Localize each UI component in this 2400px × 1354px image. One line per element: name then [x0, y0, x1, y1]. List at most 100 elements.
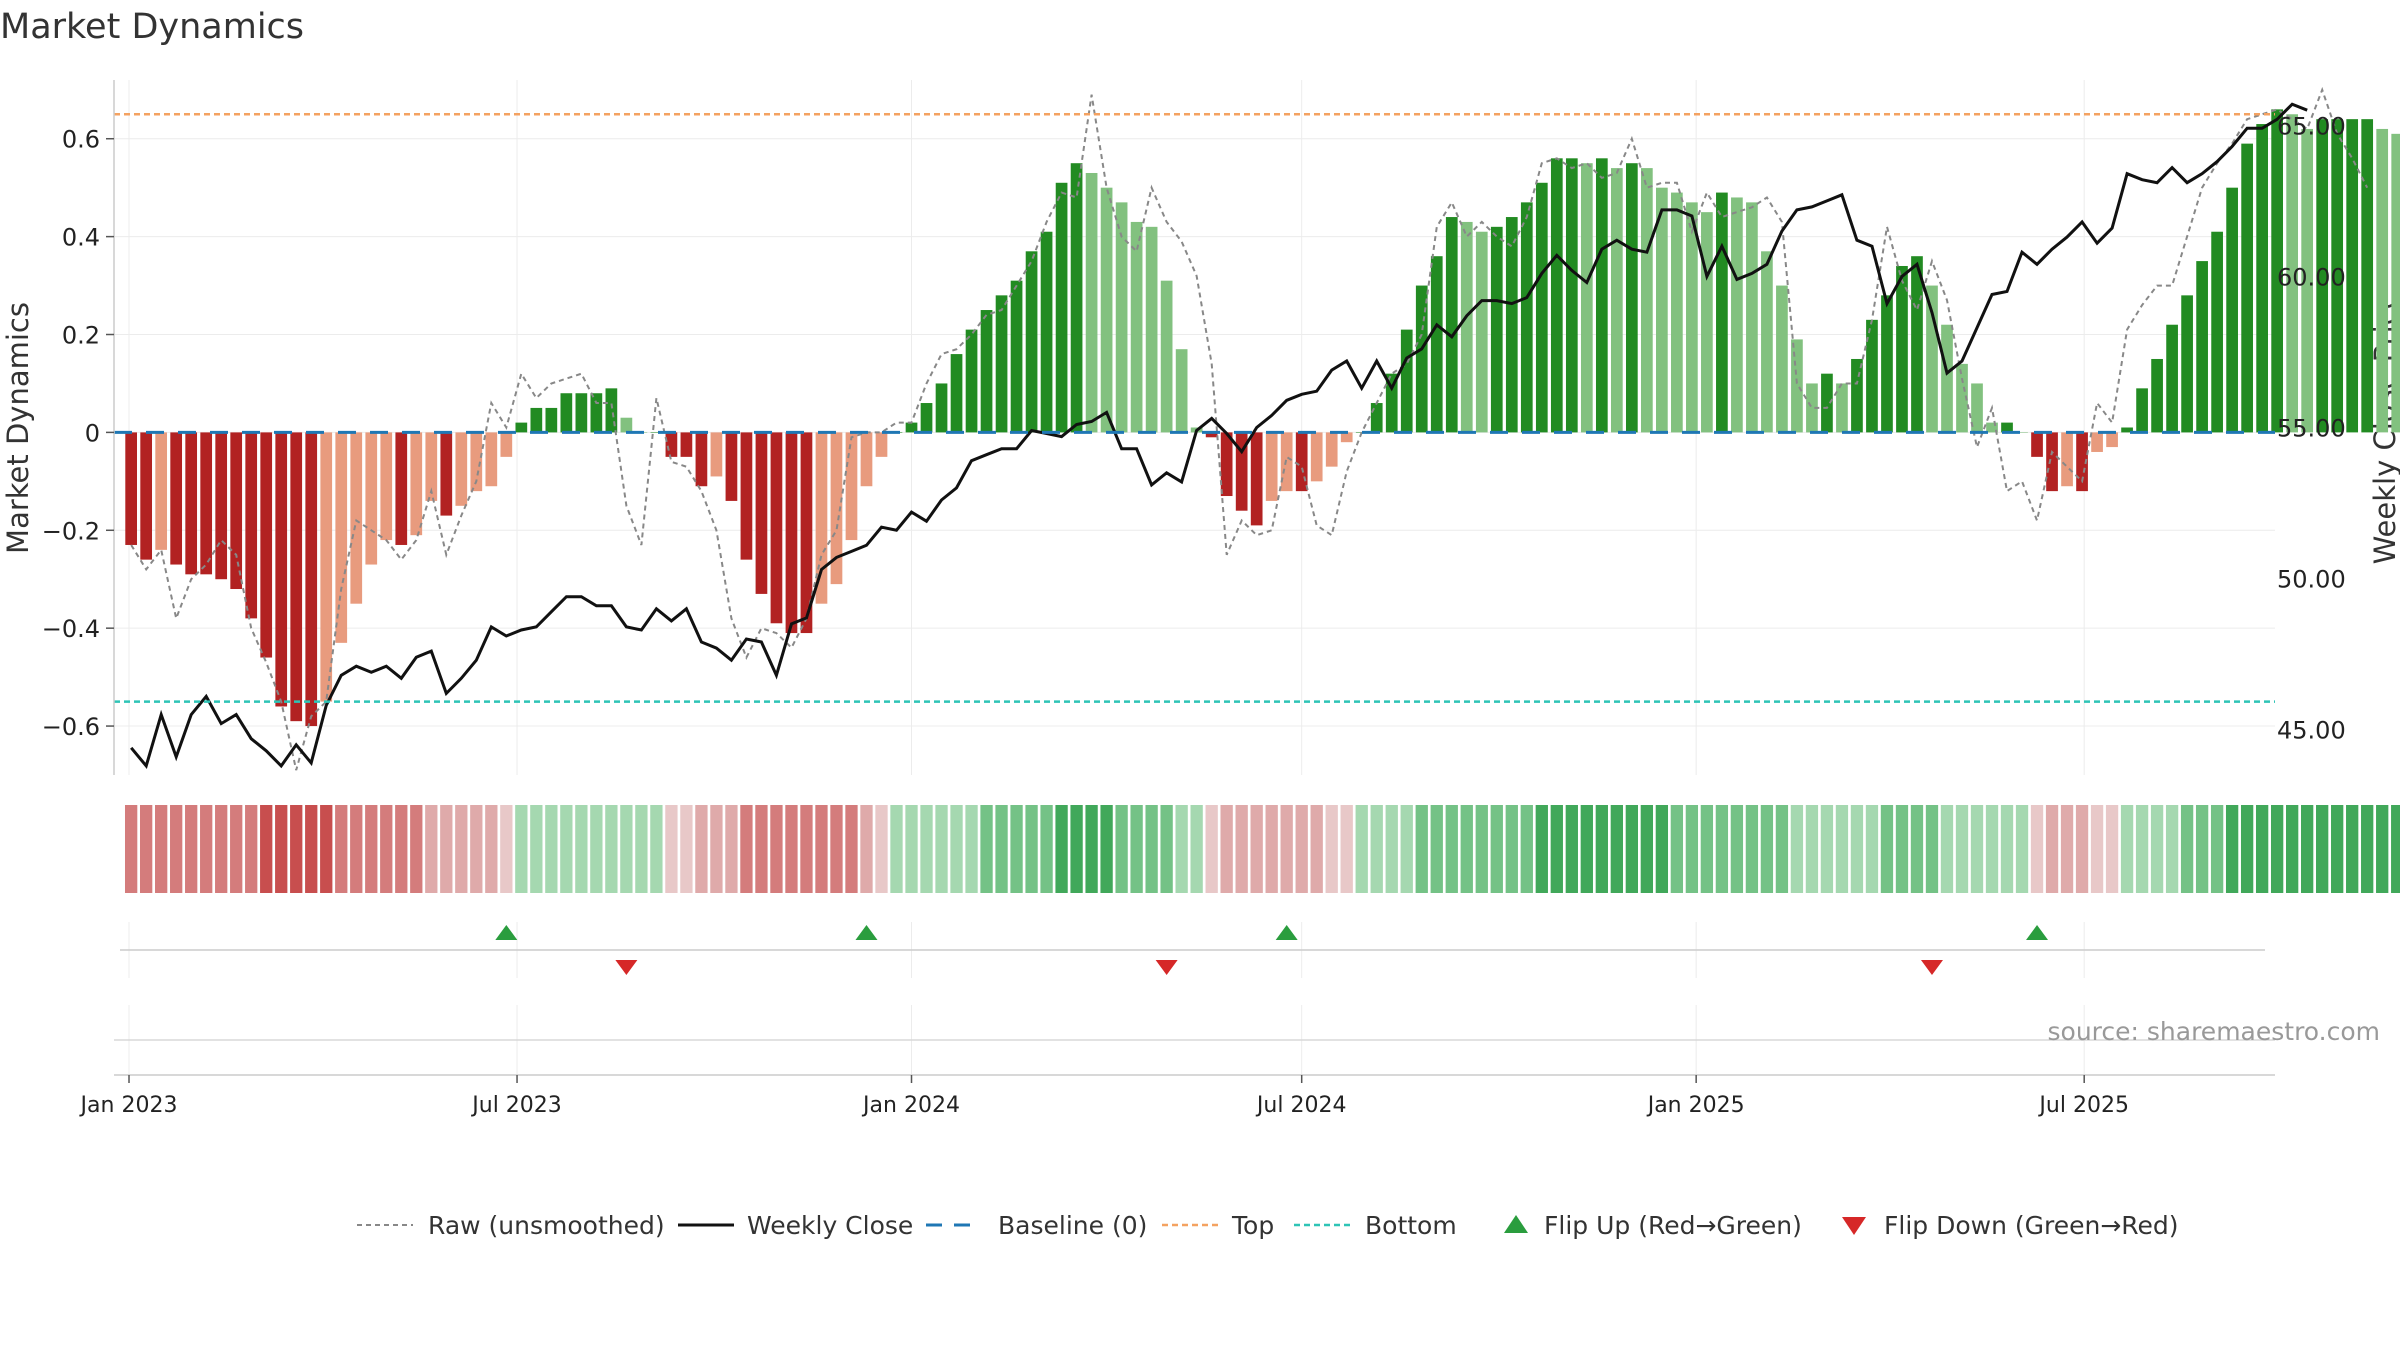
bar-151 [2391, 133, 2400, 433]
flip-up-marker-3 [2026, 925, 2049, 940]
market-dynamics-bars [125, 109, 2400, 727]
bar-123 [1971, 383, 1983, 433]
flip-up-marker-0 [495, 925, 518, 940]
regime-cell-33 [620, 805, 633, 893]
bar-125 [2001, 422, 2013, 433]
left-tick-label-0: −0.6 [42, 713, 100, 741]
left-tick-label-2: −0.2 [42, 517, 100, 545]
bar-149 [2361, 119, 2374, 433]
regime-cell-23 [470, 805, 483, 893]
regime-cell-121 [1940, 805, 1954, 893]
regime-cell-81 [1340, 805, 1353, 893]
bar-130 [2076, 432, 2088, 492]
bar-21 [440, 432, 453, 516]
regime-strip [124, 805, 2400, 893]
bar-122 [1956, 363, 1968, 433]
series-lines [114, 86, 2369, 771]
bar-93 [1520, 202, 1533, 433]
bar-6 [215, 432, 228, 580]
regime-cell-41 [740, 805, 753, 893]
legend-label-top: Top [1231, 1211, 1274, 1240]
flip-up-marker-1 [855, 925, 878, 940]
bar-95 [1550, 158, 1563, 433]
legend-swatch-flip-up [1504, 1215, 1528, 1233]
regime-cell-0 [124, 805, 138, 893]
bar-25 [500, 432, 513, 457]
bar-124 [1986, 422, 1998, 433]
regime-cell-98 [1595, 805, 1608, 893]
bar-58 [995, 295, 1008, 433]
bar-148 [2346, 119, 2359, 433]
regime-cell-114 [1835, 805, 1849, 893]
bar-67 [1130, 221, 1143, 433]
regime-cell-142 [2255, 805, 2269, 893]
bar-141 [2241, 143, 2253, 433]
regime-cell-79 [1310, 805, 1323, 893]
regime-cell-55 [950, 805, 963, 893]
bar-105 [1701, 212, 1713, 433]
regime-cell-3 [170, 805, 183, 893]
regime-cell-37 [680, 805, 693, 893]
bar-27 [530, 407, 543, 433]
regime-cell-118 [1895, 805, 1909, 893]
regime-cell-90 [1475, 805, 1488, 893]
regime-cell-130 [2075, 805, 2089, 893]
axes: −0.6 −0.4 −0.2 0 0.2 0.4 0.6 45.00 50.00 55.00 60.… [42, 80, 2346, 775]
bar-44 [785, 432, 798, 634]
regime-cell-53 [920, 805, 933, 893]
regime-cell-104 [1685, 805, 1699, 893]
bar-46 [815, 432, 828, 604]
regime-cell-74 [1235, 805, 1248, 893]
regime-cell-11 [290, 805, 303, 893]
bar-98 [1595, 158, 1608, 433]
regime-cell-107 [1730, 805, 1744, 893]
regime-cell-56 [965, 805, 978, 893]
bar-145 [2301, 128, 2314, 433]
regime-cell-44 [785, 805, 798, 893]
regime-cell-5 [200, 805, 213, 893]
regime-cell-137 [2180, 805, 2194, 893]
bar-45 [800, 432, 813, 634]
chart-title: Market Dynamics [0, 7, 304, 47]
bar-138 [2196, 261, 2208, 433]
regime-cell-140 [2225, 805, 2239, 893]
right-tick-label-4: 65.00 [2277, 112, 2346, 140]
regime-cell-72 [1205, 805, 1218, 893]
bar-100 [1625, 163, 1638, 433]
regime-cell-108 [1745, 805, 1759, 893]
regime-cell-149 [2361, 805, 2374, 893]
bar-134 [2136, 388, 2148, 433]
bar-150 [2376, 128, 2389, 433]
regime-cell-54 [935, 805, 948, 893]
regime-cell-16 [365, 805, 378, 893]
regime-cell-111 [1790, 805, 1804, 893]
regime-cell-87 [1430, 805, 1443, 893]
bar-42 [755, 432, 768, 594]
x-tick-label-4: Jan 2025 [1646, 1093, 1745, 1118]
bar-11 [290, 432, 303, 722]
bar-14 [335, 432, 348, 643]
regime-cell-7 [230, 805, 243, 893]
regime-cell-143 [2270, 805, 2284, 893]
bar-50 [875, 432, 888, 457]
bar-108 [1746, 202, 1758, 433]
bar-87 [1430, 256, 1443, 433]
bar-57 [980, 310, 993, 433]
regime-cell-102 [1655, 805, 1669, 893]
regime-cell-105 [1700, 805, 1714, 893]
regime-cell-86 [1415, 805, 1428, 893]
regime-cell-28 [545, 805, 558, 893]
regime-cell-6 [215, 805, 228, 893]
regime-cell-30 [575, 805, 588, 893]
regime-cell-70 [1175, 805, 1188, 893]
bar-83 [1370, 403, 1383, 433]
regime-cell-115 [1850, 805, 1864, 893]
regime-cell-13 [320, 805, 333, 893]
bar-119 [1911, 256, 1923, 433]
regime-cell-15 [350, 805, 363, 893]
left-tick-label-1: −0.4 [42, 615, 100, 643]
bar-73 [1220, 432, 1233, 497]
bar-0 [125, 432, 138, 545]
